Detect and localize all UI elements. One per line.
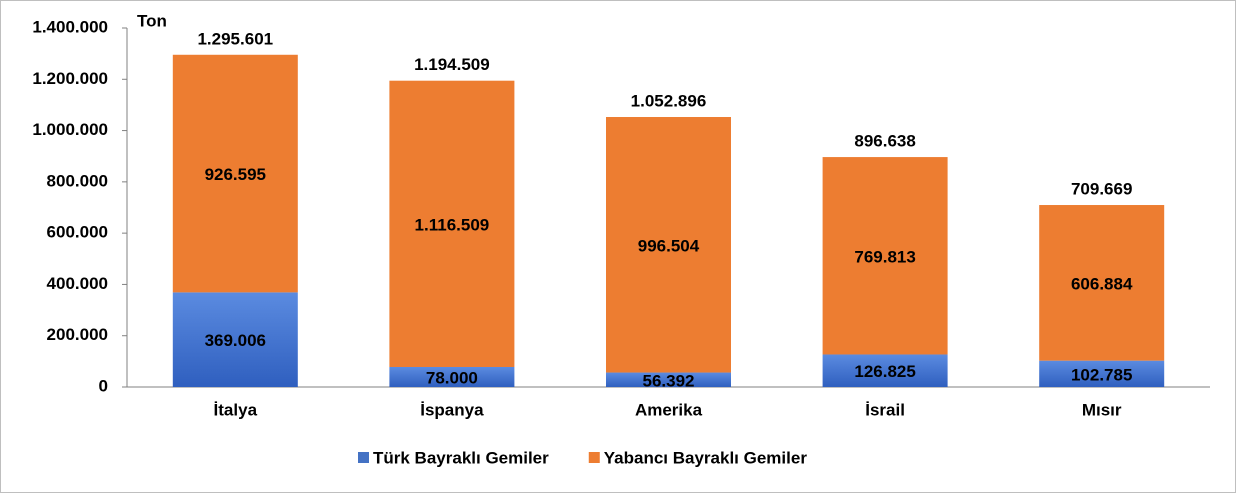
y-tick-label: 600.000: [47, 223, 108, 242]
total-label: 896.638: [854, 132, 915, 151]
data-label: 926.595: [205, 165, 266, 184]
data-label: 996.504: [638, 236, 700, 255]
data-label: 78.000: [426, 368, 478, 387]
bar-segment: [172, 292, 298, 387]
legend-label: Yabancı Bayraklı Gemiler: [604, 448, 808, 467]
x-tick-label: Mısır: [1082, 400, 1122, 419]
x-tick-label: Amerika: [635, 400, 703, 419]
total-label: 1.194.509: [414, 55, 490, 74]
bar-segment: [606, 117, 731, 373]
bar-segment: [1039, 360, 1165, 387]
y-tick-label: 200.000: [47, 325, 108, 344]
total-label: 709.669: [1071, 180, 1132, 199]
total-label: 1.052.896: [631, 91, 707, 110]
y-tick-label: 1.400.000: [32, 17, 108, 36]
y-tick-label: 400.000: [47, 274, 108, 293]
legend-label: Türk Bayraklı Gemiler: [373, 448, 549, 467]
y-axis-label: Ton: [137, 11, 167, 30]
data-label: 126.825: [854, 362, 915, 381]
data-label: 769.813: [854, 247, 915, 266]
bar-segment: [389, 80, 515, 367]
y-tick-label: 800.000: [47, 171, 108, 190]
data-label: 56.392: [643, 371, 695, 390]
bar-segment: [822, 157, 948, 355]
legend-swatch: [358, 452, 369, 463]
bar-segment: [606, 372, 731, 387]
x-tick-label: İsrail: [865, 400, 905, 419]
data-label: 369.006: [205, 331, 266, 350]
total-label: 1.295.601: [197, 29, 273, 48]
x-tick-label: İspanya: [420, 400, 484, 419]
data-label: 606.884: [1071, 274, 1133, 293]
bar-segment: [1039, 205, 1165, 361]
y-tick-label: 1.200.000: [32, 69, 108, 88]
data-label: 1.116.509: [415, 215, 490, 234]
bar-segment: [389, 366, 515, 387]
y-tick-label: 0: [99, 376, 108, 395]
bar-segment: [172, 54, 298, 293]
bar-segment: [822, 354, 948, 387]
x-tick-label: İtalya: [214, 400, 258, 419]
legend-swatch: [588, 452, 600, 463]
data-label: 102.785: [1071, 365, 1132, 384]
y-tick-label: 1.000.000: [32, 120, 108, 139]
